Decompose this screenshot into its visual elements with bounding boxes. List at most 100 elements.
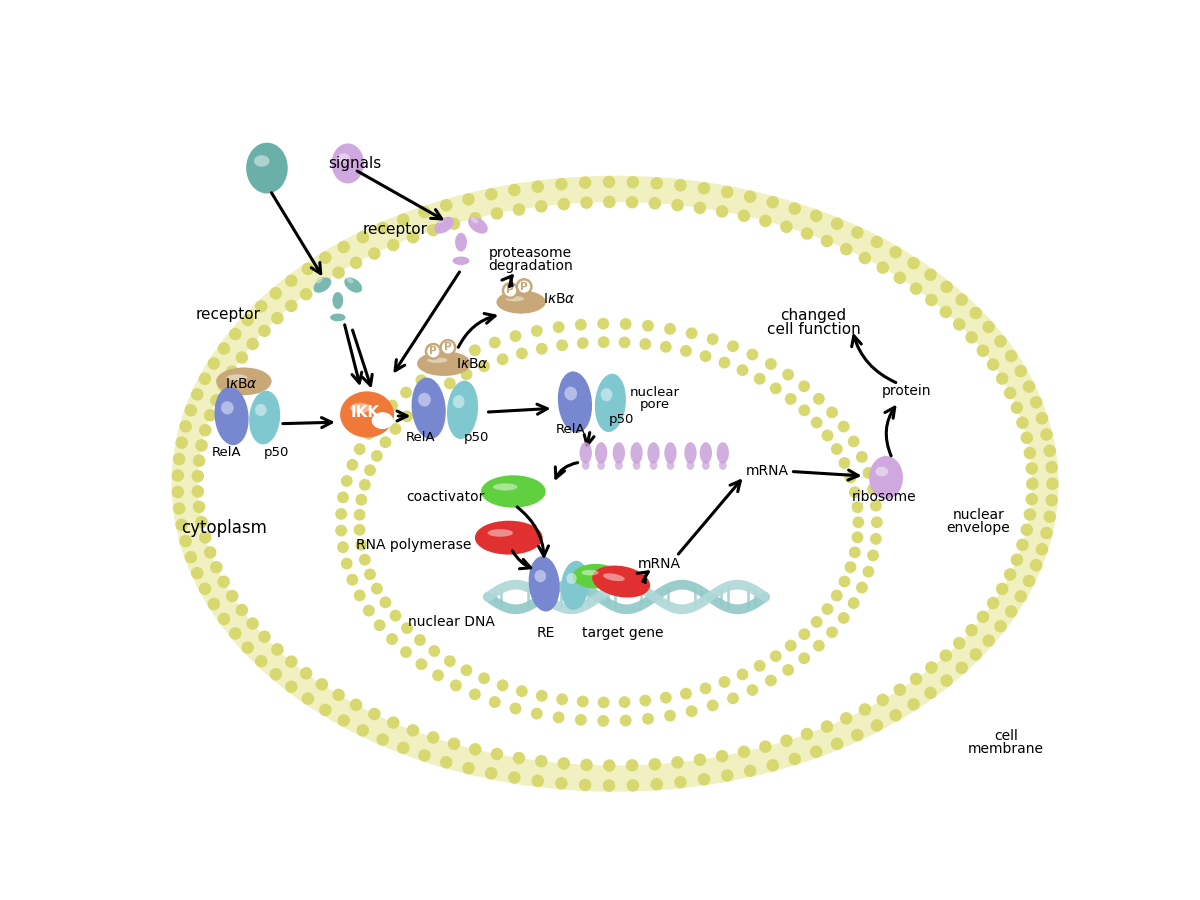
Ellipse shape xyxy=(337,153,350,162)
Circle shape xyxy=(209,358,220,369)
Ellipse shape xyxy=(869,456,902,500)
Circle shape xyxy=(430,388,439,399)
Ellipse shape xyxy=(604,573,625,581)
Circle shape xyxy=(790,203,800,214)
Circle shape xyxy=(727,693,738,704)
Circle shape xyxy=(498,354,508,364)
Circle shape xyxy=(185,552,197,562)
Ellipse shape xyxy=(250,391,280,445)
Text: RelA: RelA xyxy=(556,423,586,436)
Ellipse shape xyxy=(437,217,444,223)
Text: receptor: receptor xyxy=(196,307,260,322)
Circle shape xyxy=(781,735,792,746)
Circle shape xyxy=(577,697,588,706)
Circle shape xyxy=(199,532,211,543)
Circle shape xyxy=(755,661,764,671)
Text: RelA: RelA xyxy=(406,431,436,444)
Circle shape xyxy=(908,698,919,710)
Circle shape xyxy=(770,383,781,393)
Circle shape xyxy=(814,393,824,404)
Circle shape xyxy=(510,331,521,341)
Text: cytoplasm: cytoplasm xyxy=(181,518,266,536)
Circle shape xyxy=(553,322,564,332)
Ellipse shape xyxy=(581,570,599,575)
Circle shape xyxy=(490,697,500,707)
Circle shape xyxy=(490,338,500,347)
Circle shape xyxy=(247,338,258,349)
Circle shape xyxy=(925,688,936,698)
Circle shape xyxy=(580,177,590,188)
Circle shape xyxy=(839,458,850,468)
Ellipse shape xyxy=(702,461,709,470)
Circle shape xyxy=(716,206,727,217)
Circle shape xyxy=(302,693,313,704)
Ellipse shape xyxy=(198,202,1032,766)
Circle shape xyxy=(863,566,874,577)
Circle shape xyxy=(397,214,409,225)
Circle shape xyxy=(995,621,1006,632)
Text: IKK: IKK xyxy=(350,405,380,420)
Ellipse shape xyxy=(497,291,546,313)
Circle shape xyxy=(1025,447,1036,459)
Ellipse shape xyxy=(452,395,464,409)
Circle shape xyxy=(286,301,296,311)
Circle shape xyxy=(841,713,852,724)
Circle shape xyxy=(533,775,544,787)
Circle shape xyxy=(205,410,216,420)
Ellipse shape xyxy=(468,217,487,234)
Circle shape xyxy=(686,328,697,338)
Circle shape xyxy=(300,668,312,679)
Text: I$\kappa$B$\alpha$: I$\kappa$B$\alpha$ xyxy=(544,292,576,306)
Circle shape xyxy=(556,179,566,190)
Circle shape xyxy=(871,720,882,731)
Circle shape xyxy=(626,196,637,208)
Ellipse shape xyxy=(716,442,728,464)
Circle shape xyxy=(1046,462,1057,472)
Ellipse shape xyxy=(347,277,354,284)
Circle shape xyxy=(408,724,419,736)
Ellipse shape xyxy=(350,403,371,413)
Circle shape xyxy=(956,662,967,673)
Circle shape xyxy=(649,759,660,769)
Circle shape xyxy=(580,779,590,790)
Circle shape xyxy=(995,336,1006,346)
Circle shape xyxy=(209,598,220,609)
Circle shape xyxy=(451,354,461,364)
Circle shape xyxy=(218,576,229,588)
Circle shape xyxy=(680,688,691,698)
Circle shape xyxy=(871,500,881,511)
Circle shape xyxy=(354,590,365,600)
Circle shape xyxy=(877,262,888,273)
Circle shape xyxy=(890,710,901,721)
Circle shape xyxy=(509,772,520,783)
Ellipse shape xyxy=(558,372,592,433)
Circle shape xyxy=(604,176,614,187)
Circle shape xyxy=(319,705,331,716)
Circle shape xyxy=(1016,539,1028,551)
Circle shape xyxy=(517,279,532,294)
Circle shape xyxy=(440,340,455,355)
Circle shape xyxy=(786,641,796,651)
Ellipse shape xyxy=(647,442,660,464)
Ellipse shape xyxy=(475,521,542,554)
Circle shape xyxy=(286,275,296,286)
Ellipse shape xyxy=(227,374,247,381)
Circle shape xyxy=(781,221,792,232)
Circle shape xyxy=(1016,417,1028,428)
Circle shape xyxy=(532,708,542,719)
Circle shape xyxy=(430,646,439,656)
Circle shape xyxy=(839,613,848,623)
Circle shape xyxy=(469,212,481,224)
Circle shape xyxy=(419,750,430,761)
Circle shape xyxy=(770,651,781,661)
Circle shape xyxy=(533,181,544,193)
Circle shape xyxy=(599,698,608,707)
Circle shape xyxy=(380,598,390,608)
Circle shape xyxy=(427,732,439,743)
Ellipse shape xyxy=(340,392,394,437)
Circle shape xyxy=(977,611,989,623)
Ellipse shape xyxy=(246,142,288,194)
Text: degradation: degradation xyxy=(488,259,572,273)
Circle shape xyxy=(491,749,503,760)
Circle shape xyxy=(469,743,481,755)
